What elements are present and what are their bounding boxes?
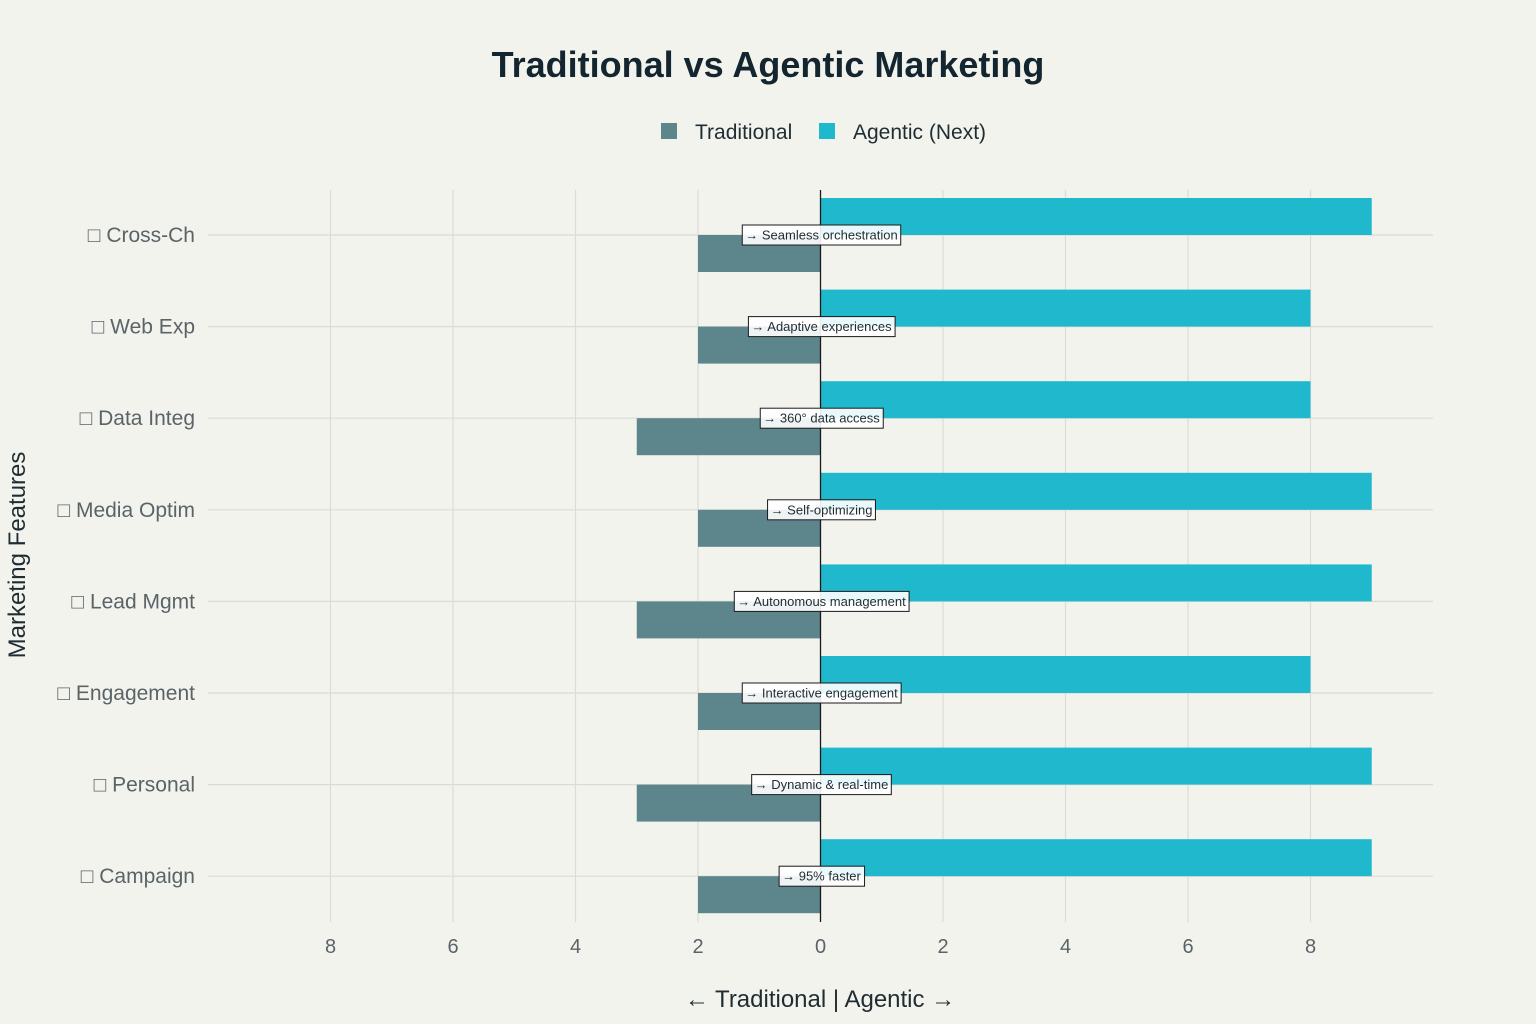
annotation-label: → Autonomous management <box>737 594 906 609</box>
annotation-label: → Interactive engagement <box>745 686 898 701</box>
x-axis-title: ← Traditional | Agentic → <box>685 986 955 1013</box>
y-category-label: □ Data Integ <box>80 407 195 430</box>
annotation-box <box>759 407 884 429</box>
x-tick-label: 0 <box>815 936 826 958</box>
x-tick-label: 6 <box>1182 936 1193 958</box>
annotation: → Autonomous management <box>733 590 910 612</box>
y-category-label: □ Web Exp <box>92 316 195 339</box>
annotations: → Seamless orchestration → Adaptive exper… <box>733 224 910 887</box>
x-tick-label: 6 <box>447 936 458 958</box>
bar-agentic <box>820 289 1311 327</box>
legend-swatch-traditional <box>661 123 677 139</box>
y-category-label: □ Lead Mgmt <box>71 590 195 613</box>
x-axis-ticks: 8 6 4 2 0 2 4 6 8 <box>325 936 1316 958</box>
bar-agentic <box>820 472 1372 510</box>
x-tick-label: 4 <box>570 936 581 958</box>
annotation-box <box>751 774 892 796</box>
y-category-label: □ Campaign <box>81 865 195 888</box>
annotation-label: → Seamless orchestration <box>745 228 897 243</box>
annotation-box <box>741 682 902 704</box>
annotation-box <box>778 865 866 887</box>
y-axis-categories: □ Cross-Ch □ Web Exp □ Data Integ □ Media O… <box>57 224 195 888</box>
chart-title: Traditional vs Agentic Marketing <box>492 44 1045 85</box>
annotation: → Self-optimizing <box>767 499 876 521</box>
annotation: → Interactive engagement <box>741 682 902 704</box>
y-category-label: □ Media Optim <box>57 499 195 522</box>
annotation-label: → 95% faster <box>782 869 861 884</box>
bar-agentic <box>820 747 1372 785</box>
annotation: → Seamless orchestration <box>741 224 902 246</box>
legend-swatch-agentic <box>819 123 835 139</box>
bar-agentic <box>820 839 1372 877</box>
annotation-box <box>733 590 910 612</box>
annotation-box <box>741 224 902 246</box>
annotation: → 360° data access <box>759 407 884 429</box>
annotation-label: → Self-optimizing <box>771 502 873 517</box>
annotation-box <box>747 316 896 338</box>
annotation-label: → 360° data access <box>763 411 880 426</box>
legend: Traditional Agentic (Next) <box>661 121 986 144</box>
y-axis-title: Marketing Features <box>4 452 31 659</box>
annotation-label: → Dynamic & real-time <box>755 777 889 792</box>
legend-label-agentic: Agentic (Next) <box>853 121 986 144</box>
legend-label-traditional: Traditional <box>695 121 792 144</box>
x-tick-label: 4 <box>1060 936 1071 958</box>
bar-agentic <box>820 564 1372 602</box>
x-tick-label: 8 <box>1305 936 1316 958</box>
annotation-box <box>767 499 876 521</box>
x-tick-label: 8 <box>325 936 336 958</box>
annotation-label: → Adaptive experiences <box>751 319 892 334</box>
annotation: → Dynamic & real-time <box>751 774 892 796</box>
annotation: → 95% faster <box>778 865 866 887</box>
y-category-label: □ Cross-Ch <box>88 224 195 247</box>
bars <box>636 198 1372 914</box>
x-tick-label: 2 <box>937 936 948 958</box>
y-category-label: □ Personal <box>94 774 195 797</box>
y-category-label: □ Engagement <box>57 682 195 705</box>
bar-agentic <box>820 381 1311 419</box>
bar-agentic <box>820 198 1372 235</box>
bar-agentic <box>820 656 1311 693</box>
annotation: → Adaptive experiences <box>747 316 896 338</box>
x-tick-label: 2 <box>692 936 703 958</box>
